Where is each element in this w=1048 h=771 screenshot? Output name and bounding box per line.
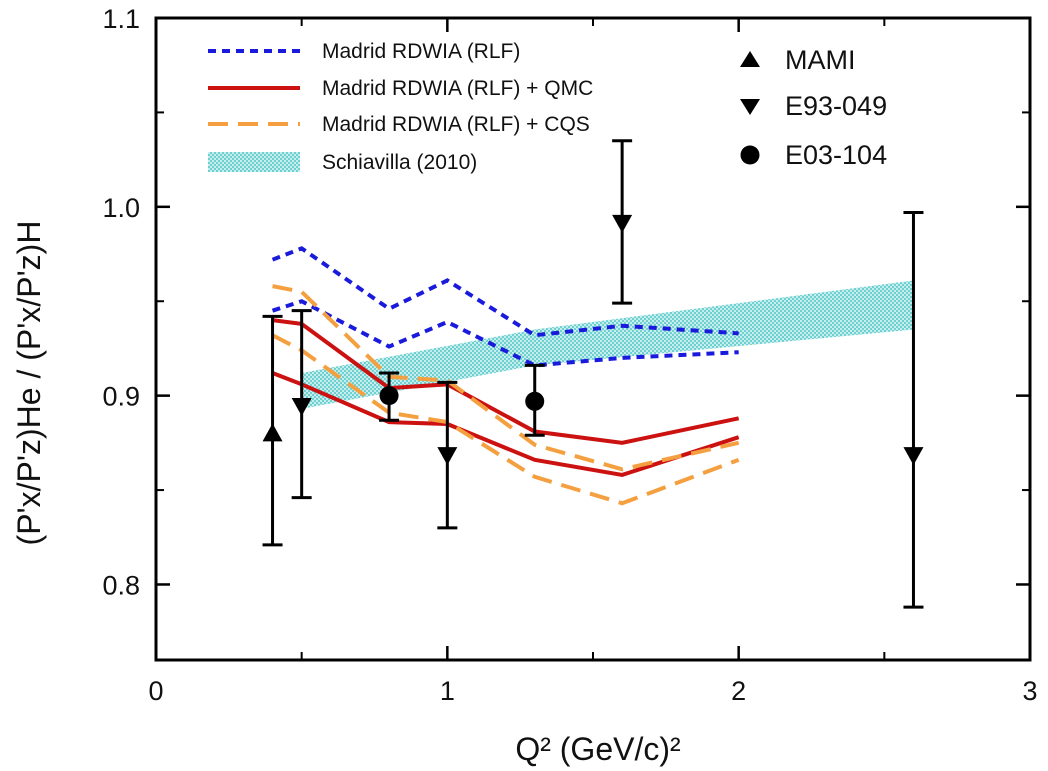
legend-marker-e03104 [740, 145, 760, 165]
legend-marker-e93049 [740, 99, 760, 115]
line-madrid-rdwia-rlf-cqs-upper [272, 284, 740, 472]
line-madrid-rdwia-rlf-lower [271, 299, 739, 368]
legend-label-e03104: E03-104 [785, 140, 887, 170]
x-tick-label: 1 [440, 676, 455, 706]
y-tick-label: 1.1 [102, 4, 140, 34]
legend-left: Madrid RDWIA (RLF) Madrid RDWIA (RLF) + … [208, 40, 593, 174]
plot-data [262, 139, 924, 609]
mami-point-0-marker [262, 423, 283, 442]
legend-label-cqs: Madrid RDWIA (RLF) + CQS [322, 113, 590, 136]
x-tick-label: 0 [148, 676, 163, 706]
e03-104-point-0-marker [379, 386, 399, 406]
legend-label-e93049: E93-049 [785, 91, 887, 121]
y-tick-label: 0.8 [102, 570, 140, 600]
e93-049-point-3-marker [903, 447, 924, 466]
legend-label-qmc: Madrid RDWIA (RLF) + QMC [322, 77, 593, 100]
legend-swatch-band [208, 152, 300, 172]
legend-label-mami: MAMI [785, 45, 856, 75]
legend-marker-mami [740, 51, 760, 67]
x-axis-title: Q² (GeV/c)² [515, 731, 681, 767]
line-madrid-rdwia-rlf-upper [271, 246, 739, 338]
x-tick-label: 2 [731, 676, 746, 706]
y-tick-label: 0.9 [102, 382, 140, 412]
e93-049-point-0-marker [291, 397, 312, 416]
legend-right: MAMI E93-049 E03-104 [740, 45, 887, 170]
y-axis-title: (P'x/P'z)He / (P'x/P'z)H [11, 221, 47, 546]
y-tick-label: 1.0 [102, 193, 140, 223]
x-tick-label: 3 [1022, 676, 1037, 706]
e93-049-point-2-marker [612, 214, 633, 233]
band-schiavilla-2010 [301, 280, 914, 409]
plot-axes [154, 16, 1032, 662]
tick-labels: 0 1 2 3 0.8 0.9 1.0 1.1 [102, 4, 1037, 706]
e93-049-point-1-marker [437, 447, 458, 466]
e03-104-point-1-marker [525, 391, 545, 411]
legend-label-rdwia: Madrid RDWIA (RLF) [322, 40, 520, 63]
legend-label-band: Schiavilla (2010) [322, 151, 477, 174]
